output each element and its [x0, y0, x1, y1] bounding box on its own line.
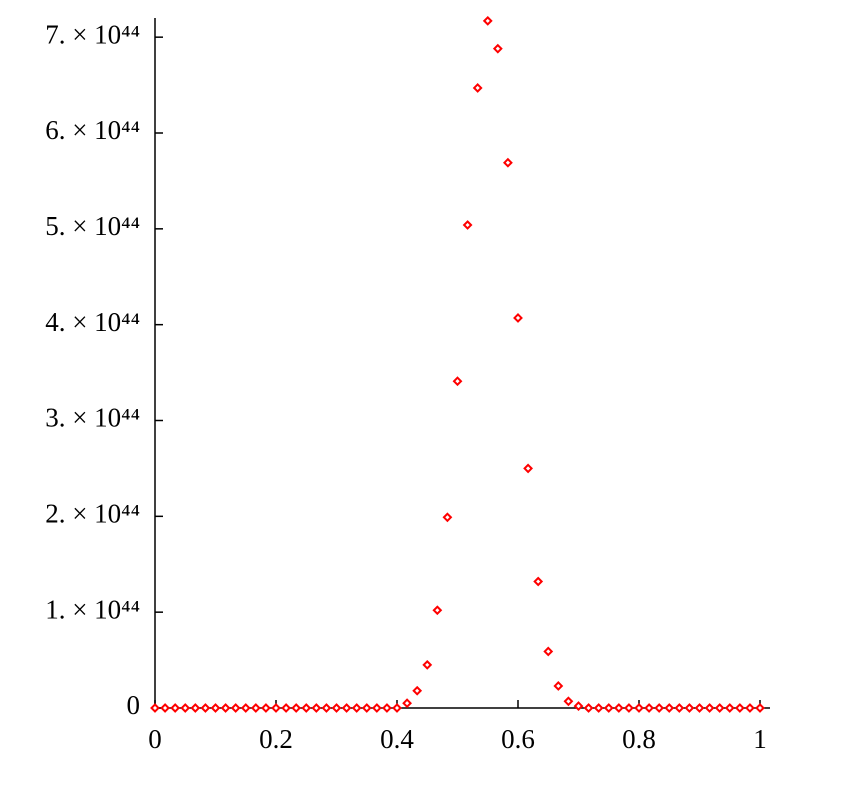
point: [210, 703, 221, 713]
point: [745, 703, 755, 713]
x-tick-label: 0.8: [622, 724, 656, 754]
y-tick-label: 4. × 10⁴⁴: [45, 307, 140, 337]
point: [553, 681, 564, 691]
point: [664, 703, 675, 713]
point: [311, 703, 322, 713]
point: [603, 703, 614, 713]
point: [704, 703, 715, 713]
y-tick-label: 2. × 10⁴⁴: [45, 499, 140, 529]
point: [432, 605, 443, 616]
point: [734, 703, 745, 713]
point: [482, 15, 493, 26]
point: [220, 703, 231, 713]
y-tick-label: 3. × 10⁴⁴: [45, 403, 140, 433]
point: [694, 703, 705, 713]
point: [281, 703, 291, 713]
point: [180, 703, 191, 713]
point: [613, 703, 624, 713]
point: [341, 703, 352, 713]
point: [150, 703, 160, 713]
y-tick-label: 6. × 10⁴⁴: [45, 115, 140, 145]
point: [422, 659, 433, 670]
point: [684, 703, 695, 713]
point: [674, 703, 685, 713]
point: [442, 512, 453, 523]
point: [452, 376, 463, 387]
point: [170, 703, 181, 713]
y-tick-label: 5. × 10⁴⁴: [45, 211, 140, 241]
point: [644, 703, 654, 713]
point: [563, 696, 574, 707]
point: [462, 220, 473, 230]
y-tick-label: 1. × 10⁴⁴: [45, 594, 140, 624]
point: [371, 703, 382, 713]
point: [714, 703, 725, 713]
point: [402, 698, 412, 709]
point: [412, 685, 423, 696]
point: [301, 703, 312, 713]
y-tick-label: 7. × 10⁴⁴: [45, 19, 140, 49]
point: [503, 157, 513, 168]
point: [160, 703, 170, 713]
point: [573, 701, 584, 711]
point: [755, 703, 765, 713]
x-tick-label: 1: [753, 724, 767, 754]
point: [472, 83, 483, 93]
point: [331, 703, 342, 713]
point: [361, 703, 372, 713]
point: [513, 313, 523, 323]
point: [271, 703, 281, 713]
point: [593, 703, 604, 713]
point: [240, 703, 251, 713]
point: [724, 703, 735, 713]
x-tick-label: 0.2: [259, 724, 293, 754]
point: [291, 703, 302, 713]
point: [624, 703, 634, 713]
point: [190, 703, 201, 713]
y-tick-label: 0: [127, 690, 141, 720]
point: [200, 703, 211, 713]
point: [492, 43, 503, 54]
point: [583, 703, 594, 713]
point: [533, 576, 544, 587]
point: [351, 703, 362, 713]
point: [321, 703, 332, 713]
point: [654, 703, 665, 713]
x-tick-label: 0.6: [501, 724, 535, 754]
point: [392, 703, 402, 713]
point: [543, 646, 554, 657]
point: [634, 703, 644, 713]
x-tick-label: 0: [148, 724, 162, 754]
x-tick-label: 0.4: [380, 724, 414, 754]
point: [250, 703, 261, 713]
point: [523, 463, 533, 474]
point: [261, 703, 271, 713]
point: [382, 703, 392, 713]
point: [230, 703, 241, 713]
